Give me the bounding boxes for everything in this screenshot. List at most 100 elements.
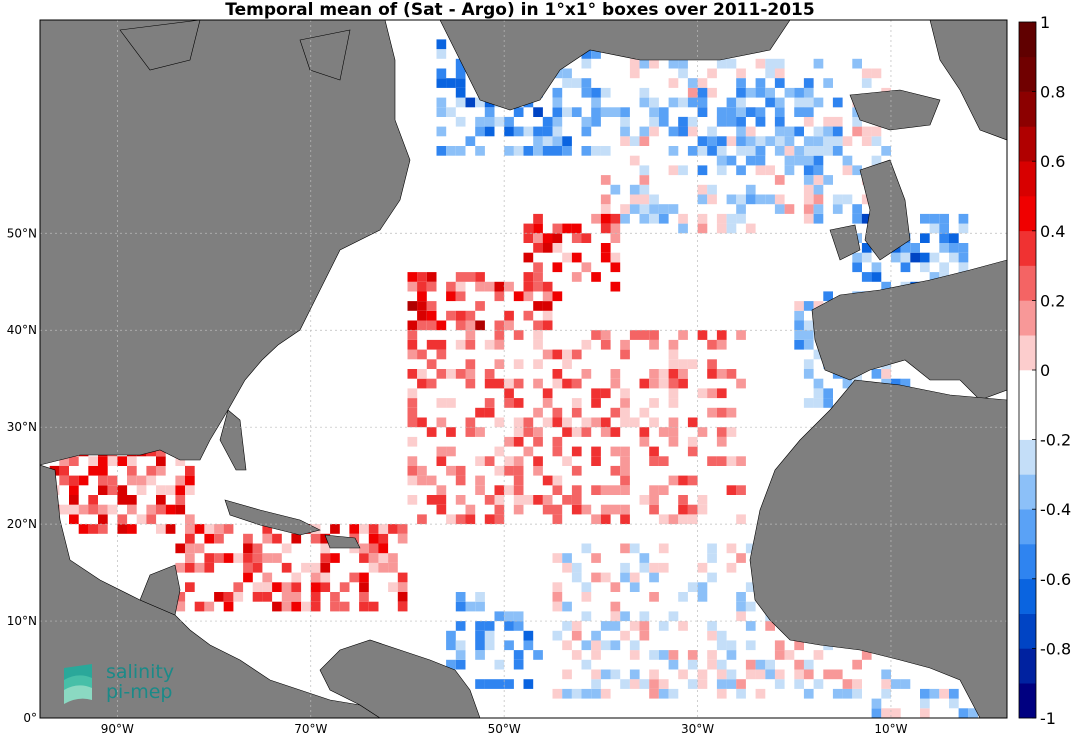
heatmap-cell (736, 116, 746, 127)
heatmap-cell (426, 378, 437, 389)
heatmap-cell (687, 446, 698, 457)
heatmap-cell (484, 640, 495, 651)
heatmap-cell (407, 320, 418, 331)
heatmap-cell (668, 97, 679, 108)
heatmap-cell (600, 640, 611, 651)
heatmap-cell (591, 669, 601, 680)
heatmap-cell (156, 456, 166, 466)
heatmap-cell (629, 417, 640, 428)
heatmap-cell (591, 87, 601, 98)
heatmap-cell (465, 320, 476, 331)
heatmap-cell (852, 165, 862, 176)
heatmap-cell (678, 116, 688, 127)
heatmap-cell (581, 504, 592, 515)
heatmap-cell (668, 339, 679, 350)
yucatan-land (139, 564, 181, 616)
heatmap-cell (175, 475, 186, 486)
heatmap-cell (649, 204, 659, 214)
heatmap-cell (929, 272, 940, 282)
heatmap-cell (533, 320, 543, 331)
heatmap-cell (455, 281, 466, 292)
heatmap-cell (649, 58, 659, 69)
heatmap-cell (668, 369, 679, 379)
heatmap-cell (571, 485, 582, 495)
heatmap-cell (465, 330, 476, 340)
heatmap-cell (175, 495, 186, 505)
heatmap-cell (156, 485, 166, 495)
heatmap-cell (88, 524, 98, 534)
colorbar-segment (1019, 370, 1036, 406)
heatmap-cell (455, 97, 466, 108)
heatmap-cell (736, 107, 746, 117)
heatmap-cell (233, 582, 244, 592)
heatmap-cell (426, 281, 437, 292)
heatmap-cell (620, 349, 630, 360)
heatmap-cell (823, 291, 833, 302)
heatmap-cell (465, 417, 476, 428)
heatmap-cell (774, 97, 785, 108)
heatmap-cell (823, 398, 833, 408)
heatmap-cell (639, 378, 650, 389)
heatmap-cell (571, 446, 582, 457)
heatmap-cell (745, 601, 756, 612)
colorbar-segment (1019, 300, 1036, 336)
heatmap-cell (513, 475, 524, 486)
heatmap-cell (446, 107, 456, 117)
heatmap-cell (146, 514, 157, 525)
heatmap-cell (417, 291, 427, 302)
heatmap-cell (832, 126, 843, 137)
heatmap-cell (484, 126, 495, 137)
heatmap-cell (397, 601, 408, 612)
heatmap-cell (639, 427, 650, 437)
heatmap-cell (494, 281, 505, 292)
heatmap-cell (620, 465, 630, 476)
heatmap-cell (813, 58, 824, 69)
heatmap-cell (542, 233, 553, 243)
heatmap-cell (523, 310, 534, 321)
heatmap-cell (214, 553, 224, 563)
heatmap-cell (571, 495, 582, 505)
heatmap-cell (252, 543, 263, 554)
heatmap-cell (185, 543, 195, 554)
heatmap-cell (533, 339, 543, 350)
heatmap-cell (620, 679, 630, 689)
heatmap-cell (417, 514, 427, 525)
heatmap-cell (813, 204, 824, 214)
heatmap-cell (513, 621, 524, 631)
heatmap-cell (629, 58, 640, 69)
heatmap-cell (668, 146, 679, 156)
heatmap-cell (736, 87, 746, 98)
heatmap-cell (571, 252, 582, 263)
heatmap-cell (678, 495, 688, 505)
heatmap-cell (726, 407, 737, 418)
heatmap-cell (629, 330, 640, 340)
heatmap-cell (600, 427, 611, 437)
heatmap-cell (687, 78, 698, 88)
heatmap-cell (417, 310, 427, 321)
heatmap-cell (610, 669, 621, 680)
heatmap-cell (552, 378, 563, 389)
heatmap-cell (755, 155, 766, 166)
heatmap-cell (533, 407, 543, 418)
heatmap-cell (658, 485, 669, 495)
heatmap-cell (513, 378, 524, 389)
heatmap-cell (417, 272, 427, 282)
heatmap-cell (542, 349, 553, 360)
heatmap-cell (707, 388, 717, 399)
heatmap-cell (687, 659, 698, 670)
heatmap-cell (368, 562, 379, 573)
heatmap-cell (639, 611, 650, 622)
heatmap-cell (745, 543, 756, 554)
heatmap-cell (726, 369, 737, 379)
heatmap-cell (697, 495, 708, 505)
heatmap-cell (813, 301, 824, 311)
heatmap-cell (649, 126, 659, 137)
heatmap-cell (320, 562, 331, 573)
heatmap-cell (214, 524, 224, 534)
heatmap-cell (446, 369, 456, 379)
heatmap-cell (591, 107, 601, 117)
heatmap-cell (436, 146, 447, 156)
heatmap-cell (794, 155, 804, 166)
heatmap-cell (475, 630, 485, 641)
heatmap-cell (475, 592, 485, 602)
